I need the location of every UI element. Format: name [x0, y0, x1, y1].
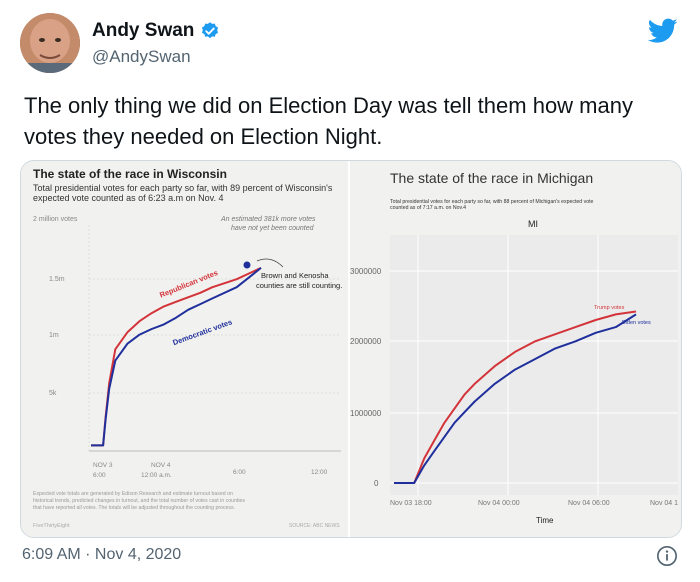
wisconsin-annotation-top-2: have not yet been counted — [231, 225, 315, 232]
michigan-ytick-1: 2000000 — [350, 337, 382, 346]
michigan-series-trump-votes-line — [394, 310, 637, 484]
tweet-text: The only thing we did on Election Day wa… — [24, 93, 633, 149]
wisconsin-footnote-3: that have reported all votes. The totals… — [33, 505, 235, 511]
michigan-chart: The state of the race in Michigan Total … — [350, 170, 678, 525]
wisconsin-xtick-1a: NOV 4 — [151, 462, 171, 469]
author-handle[interactable]: @AndySwan — [92, 47, 191, 66]
wisconsin-ylabel: 2 million votes — [33, 216, 78, 223]
michigan-xtick-1: Nov 04 00:00 — [478, 500, 520, 507]
michigan-chart-panel: The state of the race in Michigan Total … — [350, 161, 681, 537]
author-name[interactable]: Andy Swan — [92, 20, 195, 41]
michigan-xlabel: Time — [536, 516, 554, 525]
michigan-subtitle-2: counted as of 7:17 a.m. on Nov.4 — [390, 205, 466, 211]
michigan-series-biden-votes-line — [394, 313, 637, 484]
info-icon[interactable] — [656, 545, 678, 567]
michigan-subtitle-1: Total presidential votes for each party … — [390, 199, 594, 205]
wisconsin-ytick-0: 1.5m — [49, 276, 65, 283]
avatar-face-icon — [20, 13, 80, 73]
wisconsin-chart-panel: The state of the race in Wisconsin Total… — [21, 161, 348, 537]
wisconsin-footnote-2: historical trends, predicted changes in … — [33, 498, 245, 504]
wisconsin-ytick-2: 5k — [49, 390, 57, 397]
michigan-xtick-3: Nov 04 1 — [650, 500, 678, 507]
wisconsin-series-republican-votes-line — [91, 266, 262, 447]
wisconsin-chart-subtitle: Total presidential votes for each party … — [33, 183, 333, 203]
tweet-timestamp[interactable]: 6:09 AM · Nov 4, 2020 — [22, 546, 182, 563]
wisconsin-xtick-0b: 6:00 — [93, 472, 106, 479]
panel-divider — [348, 161, 350, 537]
wisconsin-xtick-1b: 12:00 a.m. — [141, 472, 172, 479]
wisconsin-xtick-2: 6:00 — [233, 469, 246, 476]
michigan-ytick-3: 0 — [374, 479, 379, 488]
wisconsin-annotation-top-1: An estimated 381k more votes — [220, 216, 316, 223]
twitter-bird-icon[interactable] — [648, 18, 678, 44]
michigan-legend-biden: Biden votes — [622, 320, 651, 326]
wisconsin-legend-democratic: Democratic votes — [171, 317, 233, 347]
wisconsin-chart-title: The state of the race in Wisconsin — [33, 167, 227, 181]
wisconsin-source: FiveThirtyEight — [33, 523, 70, 529]
michigan-chart-title: The state of the race in Michigan — [390, 170, 593, 186]
wisconsin-footnote-1: Expected vote totals are generated by Ed… — [33, 491, 233, 497]
michigan-plot-area — [390, 235, 678, 495]
michigan-ytick-2: 1000000 — [350, 409, 382, 418]
michigan-ytick-0: 3000000 — [350, 267, 382, 276]
avatar[interactable] — [20, 13, 80, 73]
author-name-row[interactable]: Andy Swan — [92, 20, 220, 42]
tweet-media[interactable]: The state of the race in Wisconsin Total… — [20, 160, 682, 538]
michigan-legend-trump: Trump votes — [594, 305, 625, 311]
wisconsin-annotation-point-2: counties are still counting. — [256, 281, 342, 290]
wisconsin-annotation-point-1: Brown and Kenosha — [261, 271, 329, 280]
michigan-xtick-0: Nov 03 18:00 — [390, 500, 432, 507]
wisconsin-ytick-1: 1m — [49, 332, 59, 339]
wisconsin-source-right: SOURCE: ABC NEWS — [289, 523, 340, 529]
wisconsin-legend-republican: Republican votes — [158, 268, 219, 300]
verified-badge-icon — [202, 22, 219, 39]
wisconsin-series-democratic-votes-line — [91, 267, 262, 447]
wisconsin-xtick-0a: NOV 3 — [93, 462, 113, 469]
wisconsin-xtick-3: 12:00 — [311, 469, 328, 476]
wisconsin-last-point-marker — [243, 261, 251, 269]
michigan-panel-label: MI — [528, 219, 538, 229]
wisconsin-chart: 2 million votes An estimated 381k more v… — [33, 216, 342, 529]
michigan-xtick-2: Nov 04 06:00 — [568, 500, 610, 507]
